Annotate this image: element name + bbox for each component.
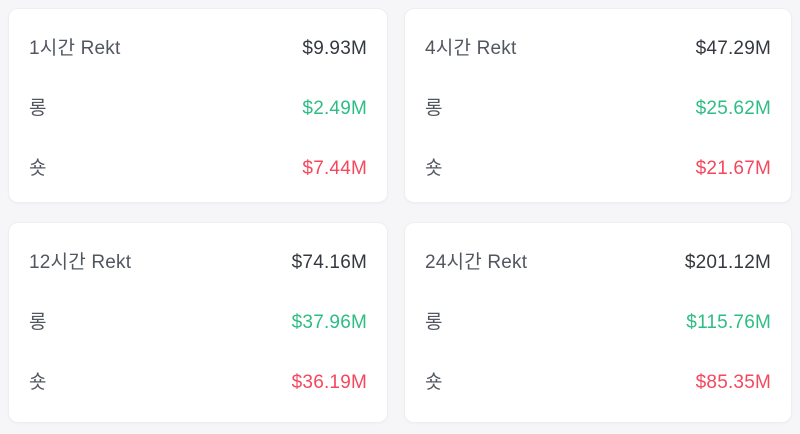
- total-row: 1시간 Rekt $9.93M: [29, 37, 367, 61]
- short-value: $36.19M: [291, 372, 367, 393]
- card-title: 24시간 Rekt: [425, 252, 528, 273]
- total-value: $201.12M: [684, 252, 771, 273]
- short-label: 숏: [425, 158, 443, 179]
- short-label: 숏: [425, 372, 443, 393]
- short-row: 숏 $85.35M: [425, 371, 771, 395]
- long-label: 롱: [425, 98, 443, 119]
- short-label: 숏: [29, 158, 47, 179]
- short-value: $85.35M: [695, 372, 771, 393]
- long-row: 롱 $37.96M: [29, 311, 367, 335]
- long-value: $25.62M: [695, 98, 771, 119]
- rekt-card-24h: 24시간 Rekt $201.12M 롱 $115.76M 숏 $85.35M: [404, 222, 792, 423]
- total-value: $9.93M: [302, 38, 367, 59]
- card-title: 4시간 Rekt: [425, 38, 517, 59]
- long-row: 롱 $2.49M: [29, 97, 367, 121]
- total-value: $47.29M: [695, 38, 771, 59]
- rekt-card-1h: 1시간 Rekt $9.93M 롱 $2.49M 숏 $7.44M: [8, 8, 388, 203]
- rekt-stats-grid: 1시간 Rekt $9.93M 롱 $2.49M 숏 $7.44M 4시간 Re…: [8, 8, 792, 423]
- short-label: 숏: [29, 372, 47, 393]
- total-row: 4시간 Rekt $47.29M: [425, 37, 771, 61]
- long-row: 롱 $115.76M: [425, 311, 771, 335]
- rekt-card-12h: 12시간 Rekt $74.16M 롱 $37.96M 숏 $36.19M: [8, 222, 388, 423]
- short-row: 숏 $36.19M: [29, 371, 367, 395]
- long-value: $115.76M: [686, 312, 771, 333]
- rekt-card-4h: 4시간 Rekt $47.29M 롱 $25.62M 숏 $21.67M: [404, 8, 792, 203]
- card-title: 1시간 Rekt: [29, 38, 121, 59]
- total-value: $74.16M: [291, 252, 367, 273]
- total-row: 12시간 Rekt $74.16M: [29, 251, 367, 275]
- long-label: 롱: [29, 312, 47, 333]
- short-value: $21.67M: [695, 158, 771, 179]
- long-value: $37.96M: [291, 312, 367, 333]
- short-row: 숏 $7.44M: [29, 157, 367, 181]
- total-row: 24시간 Rekt $201.12M: [425, 251, 771, 275]
- card-title: 12시간 Rekt: [29, 252, 132, 273]
- long-value: $2.49M: [302, 98, 367, 119]
- short-value: $7.44M: [302, 158, 367, 179]
- long-row: 롱 $25.62M: [425, 97, 771, 121]
- short-row: 숏 $21.67M: [425, 157, 771, 181]
- long-label: 롱: [425, 312, 443, 333]
- long-label: 롱: [29, 98, 47, 119]
